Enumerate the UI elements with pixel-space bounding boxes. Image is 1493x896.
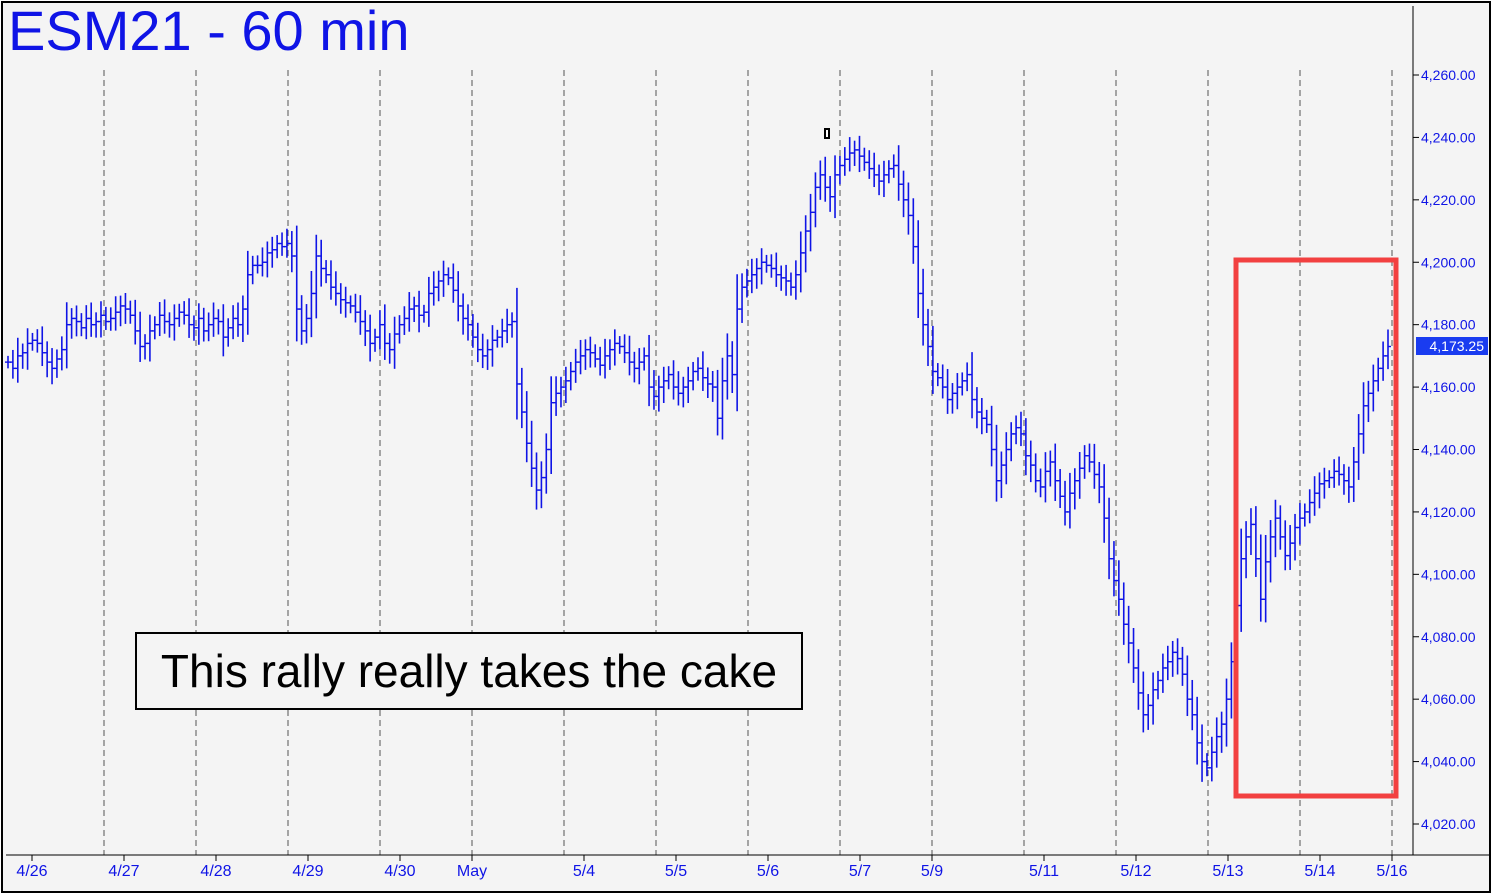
y-tick-label: 4,220.00 [1421,192,1476,208]
y-tick-label: 4,260.00 [1421,67,1476,83]
x-tick-label: 5/16 [1376,863,1407,880]
y-tick-label: 4,100.00 [1421,566,1476,582]
y-tick-label: 4,020.00 [1421,816,1476,832]
x-tick-label: 5/7 [849,863,871,880]
annotation-text: This rally really takes the cake [135,632,803,710]
y-tick-label: 4,080.00 [1421,629,1476,645]
marker-icon [824,128,830,139]
y-tick-label: 4,200.00 [1421,254,1476,270]
axis-layer: 4,020.00 4,040.00 4,060.00 4,080.00 4,100.00… [6,6,1490,880]
x-tick-label: 5/5 [665,863,687,880]
y-tick-label: 4,180.00 [1421,317,1476,333]
x-tick-label: 5/4 [573,863,595,880]
y-tick-label: 4,060.00 [1421,691,1476,707]
x-tick-label: 5/9 [921,863,943,880]
x-tick-label: 5/11 [1029,863,1059,880]
x-tick-label: 5/13 [1212,863,1243,880]
x-tick-label: 5/12 [1120,863,1151,880]
x-tick-label: 5/6 [757,863,779,880]
grid-layer [103,70,1393,855]
x-tick-label: 4/30 [384,863,415,880]
price-bar [1385,329,1391,370]
y-tick-label: 4,040.00 [1421,754,1476,770]
x-tick-label: 4/29 [292,863,323,880]
highlight-box [1233,257,1399,799]
y-tick-label: 4,140.00 [1421,442,1476,458]
x-tick-label: May [457,863,487,880]
bars-layer [5,135,1391,782]
y-tick-label: 4,120.00 [1421,504,1476,520]
x-tick-label: 4/27 [108,863,139,880]
x-tick-label: 5/14 [1304,863,1335,880]
x-tick-label: 4/28 [200,863,231,880]
x-tick-label: 4/26 [16,863,47,880]
y-tick-label: 4,240.00 [1421,129,1476,145]
chart-title: ESM21 - 60 min [8,0,410,62]
last-price-badge: 4,173.25 [1416,336,1488,355]
y-tick-label: 4,160.00 [1421,379,1476,395]
